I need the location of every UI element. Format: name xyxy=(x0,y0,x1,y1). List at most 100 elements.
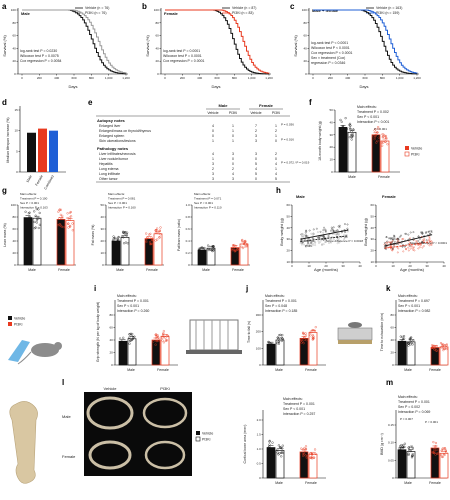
g-2-ylabel-4: 0.8 xyxy=(186,215,191,219)
l-dot-0-3 xyxy=(271,451,275,455)
legend-f-vehicle-swatch xyxy=(405,146,409,150)
stat-l-1: Main effects: xyxy=(283,397,303,401)
legend-f-vehicle: Vehicle xyxy=(411,147,422,151)
m-bar-0 xyxy=(397,449,407,479)
h-female-fit-pi3k xyxy=(384,241,433,249)
panel-f: f 18-month body weight (g) 0 10 20 30 40 50 M… xyxy=(309,98,422,179)
g-0-ylabel-5: 100 xyxy=(11,203,16,207)
k-dot-1-4 xyxy=(407,342,410,345)
g1-dot-2-11 xyxy=(150,236,153,239)
g-2-ylabel-3: 0.6 xyxy=(186,227,191,231)
stat-j-4: Interaction P = 0.185 xyxy=(265,309,297,313)
h-female-pt-100 xyxy=(383,242,386,244)
h-female-pt-47 xyxy=(417,240,420,242)
j-dot-2-12 xyxy=(300,338,303,342)
k-dot-0-0 xyxy=(398,345,402,348)
h-female-pt-65 xyxy=(397,240,400,243)
i-dot-0-12 xyxy=(121,341,124,344)
h-female-pt-79 xyxy=(405,248,407,251)
g-0-stat-2: Sex P < 0.001 xyxy=(20,201,39,205)
e-path-val-5-2: 0 xyxy=(255,177,257,181)
f-dot-2-3 xyxy=(374,133,377,136)
j-dot-1-1 xyxy=(278,334,281,337)
e-autopsy-val-0-1: 1 xyxy=(232,124,234,128)
stat-b-1: log-rank test P = 0.0001 xyxy=(163,49,200,53)
survival-curve-a-pi3k xyxy=(22,9,127,74)
h-female-pt-146 xyxy=(402,250,405,253)
stat-i-2: Treatment P = 0.001 xyxy=(117,299,149,303)
e-path-val-0-2: 3 xyxy=(255,152,257,156)
e-path-val-1-3: 0 xyxy=(275,157,277,161)
stat-a-2: Wilcoxon test P = 0.0075 xyxy=(20,54,59,58)
g-2-stat-2: Sex P < 0.001 xyxy=(194,201,213,205)
f-ylabel-2: 20 xyxy=(329,145,333,149)
group-f-female: Female xyxy=(378,175,390,179)
h-female-pt-45 xyxy=(385,246,388,249)
k-dot-2-9 xyxy=(431,346,434,349)
h-female-fit-vehicle xyxy=(384,234,433,247)
h-male-pt-144 xyxy=(335,234,338,236)
h-male-pt-148 xyxy=(322,231,325,234)
e-path-val-4-3: 4 xyxy=(275,172,277,176)
g1-dot-0-8 xyxy=(117,236,120,239)
h-male-pt-146 xyxy=(305,235,308,237)
surv-a-xlabel-6: 1,200 xyxy=(122,76,130,80)
h-female-pt-42 xyxy=(412,231,415,234)
h-male-pt-138 xyxy=(312,243,315,245)
g1-dot-1-11 xyxy=(125,234,128,237)
e-path-val-3-3: 1 xyxy=(275,167,277,171)
g1-dot-3-9 xyxy=(158,236,161,239)
h-female-pt-155 xyxy=(429,243,432,245)
f-bar-2 xyxy=(371,134,381,173)
h-female-ylabel-3: 40 xyxy=(370,226,374,230)
e-autopsy-val-2-2: 3 xyxy=(255,134,257,138)
h-male-pt-97 xyxy=(313,233,315,235)
m-dot-1-9 xyxy=(407,446,410,449)
group-j-female: Female xyxy=(305,368,317,372)
g0-bar-1 xyxy=(32,217,42,266)
g1-dot-0-7 xyxy=(112,235,115,238)
h-male-pt-78 xyxy=(338,226,341,229)
f-bar-3 xyxy=(380,140,390,173)
pval-f-male: P = 0.001 xyxy=(341,127,354,131)
g2-dot-3-1 xyxy=(241,246,244,250)
treadmill-illustration xyxy=(337,322,373,344)
g-2-ylabel-1: 0.2 xyxy=(186,251,191,255)
stat-b-2: Wilcoxon test P = 0.0001 xyxy=(163,54,202,58)
e-autopsy-label-1: Enlarged/mass on thyroid/thymus xyxy=(99,129,151,133)
g2-dot-3-4 xyxy=(241,238,244,242)
panel-label-g: g xyxy=(2,186,7,195)
g2-bar-0 xyxy=(197,249,207,266)
k-dot-3-7 xyxy=(443,345,446,348)
surv-a-xlabel-5: 1,000 xyxy=(105,76,113,80)
h-female-pt-158 xyxy=(413,246,415,249)
i-bar-1 xyxy=(127,338,137,366)
g2-dot-3-2 xyxy=(241,239,244,242)
stat-a-1: log-rank test P = 0.0230 xyxy=(20,49,57,53)
i-dot-3-9 xyxy=(164,336,167,339)
h-female-pt-89 xyxy=(426,242,429,245)
i-bar-2 xyxy=(151,339,161,366)
e-path-val-5-0: 3 xyxy=(212,177,214,181)
h-female-pt-139 xyxy=(385,236,388,239)
g-2-dots xyxy=(197,238,249,266)
m-ylabel-0: 0 xyxy=(392,476,394,480)
dotbars-f xyxy=(338,117,390,173)
panel-label-h: h xyxy=(276,186,281,195)
m-dot-3-8 xyxy=(443,447,447,450)
stat-f-2: Treatment P = 0.002 xyxy=(357,110,389,114)
yticks-j: 0 100 200 300 xyxy=(256,313,263,367)
legend-c-vehicle: Vehicle (n = 163) xyxy=(376,6,402,10)
title-h-male: Male xyxy=(296,194,306,199)
stat-f-1: Main effects: xyxy=(357,105,377,109)
l-dot-0-6 xyxy=(270,453,274,456)
stat-m-3: Sex P = 0.002 xyxy=(398,405,420,409)
k-dot-1-11 xyxy=(411,343,414,346)
xcat-d-combined: Combined xyxy=(43,174,54,190)
j-dot-2-11 xyxy=(301,340,304,343)
yticks-k: 0 20 40 60 80 xyxy=(390,313,396,367)
h-female-pt-40 xyxy=(407,233,410,236)
g-2-ylabel-5: 1.0 xyxy=(186,203,191,207)
g-0-ylabel-0: 0 xyxy=(14,263,16,267)
g1-dot-2-8 xyxy=(148,233,151,236)
